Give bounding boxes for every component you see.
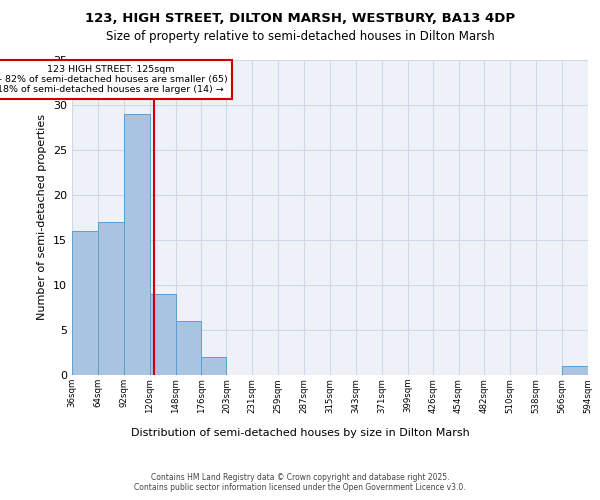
Text: Distribution of semi-detached houses by size in Dilton Marsh: Distribution of semi-detached houses by … xyxy=(131,428,469,438)
Bar xyxy=(202,357,226,375)
Text: 123, HIGH STREET, DILTON MARSH, WESTBURY, BA13 4DP: 123, HIGH STREET, DILTON MARSH, WESTBURY… xyxy=(85,12,515,26)
Bar xyxy=(124,114,149,375)
Bar xyxy=(176,321,202,375)
Text: Size of property relative to semi-detached houses in Dilton Marsh: Size of property relative to semi-detach… xyxy=(106,30,494,43)
Bar xyxy=(562,366,588,375)
Bar xyxy=(98,222,124,375)
Y-axis label: Number of semi-detached properties: Number of semi-detached properties xyxy=(37,114,47,320)
Text: Contains HM Land Registry data © Crown copyright and database right 2025.
Contai: Contains HM Land Registry data © Crown c… xyxy=(134,473,466,492)
Bar xyxy=(72,231,98,375)
Text: 123 HIGH STREET: 125sqm
← 82% of semi-detached houses are smaller (65)
18% of se: 123 HIGH STREET: 125sqm ← 82% of semi-de… xyxy=(0,64,228,94)
Bar xyxy=(149,294,176,375)
